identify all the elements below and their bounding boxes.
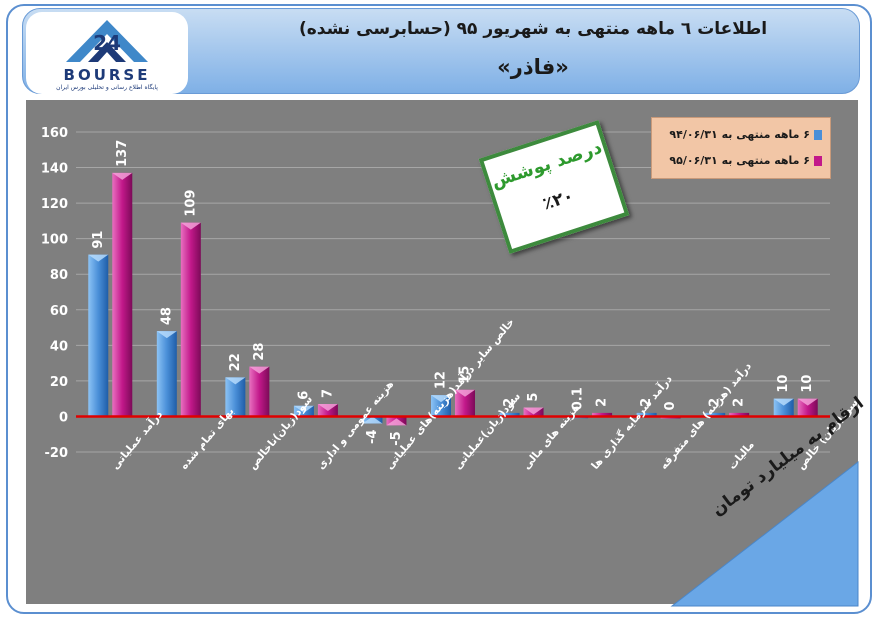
bar-cap	[362, 416, 383, 424]
data-label: 10	[776, 375, 791, 393]
bar-series-1	[88, 254, 109, 417]
bar-series-2	[592, 412, 613, 417]
bar-series-1	[156, 331, 177, 417]
y-axis: -20 0 20 40 60 80 100 120 140 160	[41, 126, 68, 461]
data-label: 2	[732, 398, 747, 407]
legend: ۶ ماهه منتهی به ۹۴/۰۶/۳۱ ۶ ماهه منتهی به…	[651, 117, 831, 179]
data-label: 2	[639, 398, 654, 407]
data-label: 7	[320, 389, 335, 398]
bar-series-1	[773, 398, 794, 417]
logo-wordmark: BOURSE	[63, 66, 151, 84]
legend-item-series-2: ۶ ماهه منتهی به ۹۵/۰۶/۳۱	[669, 154, 822, 167]
legend-swatch	[814, 130, 822, 140]
bar-cap	[773, 398, 794, 406]
data-label: 0	[663, 401, 678, 410]
data-label: 28	[252, 343, 267, 361]
data-label: 137	[115, 140, 130, 167]
bar-series-1	[705, 412, 726, 417]
data-label: 91	[91, 231, 106, 249]
data-label: 10	[800, 375, 815, 393]
y-tick-label: -20	[45, 446, 69, 461]
data-label: 22	[228, 353, 243, 371]
data-label: 15	[458, 366, 473, 384]
data-label: 2	[595, 398, 610, 407]
data-label: -4	[365, 430, 380, 444]
bars	[88, 172, 818, 426]
bar-cap	[386, 418, 407, 426]
bar-cap	[112, 172, 133, 180]
data-label: 0.1	[571, 387, 586, 410]
y-tick-label: 60	[50, 304, 68, 319]
bourse-logo: 24 BOURSE پایگاه اطلاع رسانی و تحلیلی بو…	[26, 12, 188, 94]
data-label: 2	[708, 398, 723, 407]
data-label: 48	[159, 307, 174, 325]
bar-series-2	[729, 412, 750, 417]
svg-text:24: 24	[93, 31, 121, 55]
data-label: 2	[502, 398, 517, 407]
bar-series-2	[455, 389, 475, 417]
bar-series-2	[112, 172, 133, 417]
y-tick-label: 140	[41, 162, 68, 177]
bar-cap	[156, 331, 177, 339]
company-name: «فاذر»	[497, 55, 569, 79]
legend-label: ۶ ماهه منتهی به ۹۴/۰۶/۳۱	[669, 128, 810, 141]
logo-mark-icon: 24	[66, 20, 148, 62]
y-tick-label: 20	[50, 375, 68, 390]
page-title: اطلاعات ٦ ماهه منتهی به شهریور ۹۵ (حسابر…	[298, 19, 768, 39]
y-tick-label: 120	[41, 197, 68, 212]
bar-cap	[180, 222, 201, 230]
bar-cap	[523, 407, 544, 415]
data-label: 5	[526, 393, 541, 402]
bar-cap	[455, 389, 475, 397]
legend-item-series-1: ۶ ماهه منتهی به ۹۴/۰۶/۳۱	[669, 128, 822, 141]
bar-series-2	[180, 222, 201, 417]
y-tick-label: 80	[50, 268, 68, 283]
data-label: 12	[434, 371, 449, 389]
bar-series-1	[636, 412, 657, 417]
legend-swatch	[814, 156, 822, 166]
bar-cap	[317, 404, 338, 411]
bar-series-1	[225, 377, 246, 417]
y-tick-label: 40	[50, 339, 68, 354]
bar-series-2	[249, 366, 270, 417]
bar-cap	[88, 254, 109, 262]
bar-series-1	[499, 412, 520, 417]
data-label: 6	[296, 391, 311, 400]
bar-series-2	[797, 398, 818, 417]
y-tick-label: 160	[41, 126, 68, 141]
data-label: 109	[183, 190, 198, 217]
bar-cap	[431, 395, 451, 403]
bar-cap	[797, 398, 818, 406]
bar-series-1	[431, 395, 451, 417]
bar-cap	[249, 366, 270, 374]
y-tick-label: 0	[59, 410, 68, 425]
data-label: -5	[389, 431, 404, 445]
legend-label: ۶ ماهه منتهی به ۹۵/۰۶/۳۱	[669, 154, 810, 167]
y-tick-label: 100	[41, 233, 68, 248]
logo-tagline: پایگاه اطلاع رسانی و تحلیلی بورس ایران	[56, 84, 158, 91]
bar-cap	[293, 405, 314, 413]
bar-cap	[225, 377, 246, 385]
